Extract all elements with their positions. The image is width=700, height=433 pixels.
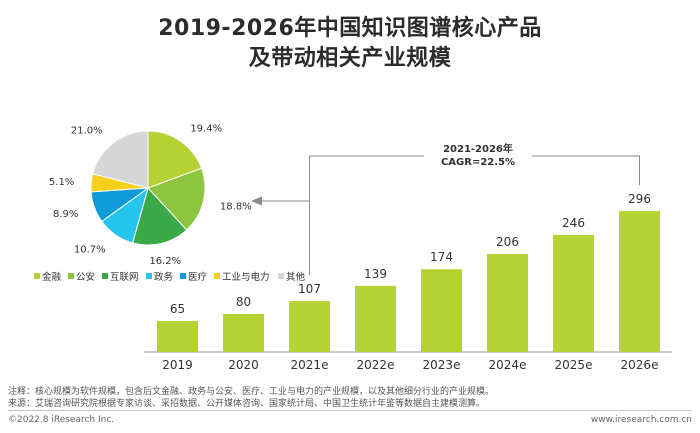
bar-2023e [421, 269, 462, 352]
legend-swatch [102, 273, 108, 279]
bar-2022e [355, 285, 396, 352]
bar-value-label: 174 [430, 250, 453, 264]
legend-swatch [146, 273, 152, 279]
legend-label: 金融 [42, 271, 62, 283]
legend-swatch [68, 273, 74, 279]
cagr-label-bg [424, 138, 532, 172]
copyright-text: ©2022.8 iResearch Inc. [8, 415, 115, 425]
bar-value-label: 246 [562, 216, 585, 230]
bar-2026e [619, 211, 660, 352]
bar-2024e [487, 253, 528, 352]
bar-value-label: 206 [496, 235, 519, 249]
bar-value-label: 296 [628, 192, 651, 206]
bar-2025e [553, 234, 594, 352]
pie-percent-label: 8.9% [53, 209, 78, 220]
footer-divider [8, 410, 692, 411]
x-tick-label: 2023e [423, 358, 461, 372]
legend-label: 医疗 [188, 271, 208, 283]
pie-slice-互联网 [132, 187, 188, 246]
x-tick-label: 2021e [291, 358, 329, 372]
x-tick-label: 2020 [228, 358, 259, 372]
x-tick-label: 2026e [621, 358, 659, 372]
bar-value-label: 80 [236, 295, 251, 309]
chart-title-line1: 2019-2026年中国知识图谱核心产品 [158, 16, 542, 41]
legend-label: 其他 [286, 271, 306, 283]
pie-percent-label: 16.2% [149, 256, 181, 267]
x-tick-label: 2022e [357, 358, 395, 372]
pie-connector-arrow [251, 196, 262, 206]
pie-connector-line [262, 198, 310, 202]
legend-label: 政务 [154, 271, 174, 283]
legend-label: 互联网 [110, 272, 139, 283]
website-text: www.iresearch.com.cn [590, 415, 692, 425]
note-text: 注释：核心规模为软件规模，包含后文金融、政务与公安、医疗、工业与电力的产业规模，… [8, 387, 495, 397]
pie-percent-label: 19.4% [190, 123, 222, 134]
bar-2019 [157, 321, 198, 352]
bar-2020 [223, 313, 264, 352]
chart-title-line2: 及带动相关产业规模 [248, 46, 452, 71]
legend-label: 公安 [76, 271, 95, 283]
pie-slice-公安 [147, 167, 206, 231]
bar-value-label: 65 [170, 302, 185, 316]
pie-slice-其他 [92, 130, 149, 189]
legend-swatch [278, 273, 284, 279]
pie-percent-label: 10.7% [74, 245, 106, 256]
cagr-label-years: 2021-2026年 [443, 142, 513, 155]
legend-swatch [180, 273, 186, 279]
legend-swatch [214, 273, 220, 279]
bar-value-label: 107 [298, 282, 321, 296]
x-tick-label: 2025e [555, 358, 593, 372]
legend-label: 工业与电力 [222, 271, 270, 283]
source-text: 来源：艾瑞咨询研究院根据专家访谈、采招数据、公开媒体咨询、国家统计局、中国卫生统… [8, 399, 486, 409]
pie-slice-金融 [147, 130, 203, 189]
bar-2021e [289, 301, 330, 352]
cagr-label-value: CAGR=22.5% [441, 157, 515, 168]
pie-percent-label: 18.8% [220, 201, 252, 212]
pie-percent-label: 5.1% [49, 177, 74, 188]
x-tick-label: 2019 [162, 358, 193, 372]
x-tick-label: 2024e [489, 358, 527, 372]
pie-percent-label: 21.0% [71, 125, 103, 136]
legend-swatch [34, 273, 40, 279]
bar-value-label: 139 [364, 267, 387, 281]
